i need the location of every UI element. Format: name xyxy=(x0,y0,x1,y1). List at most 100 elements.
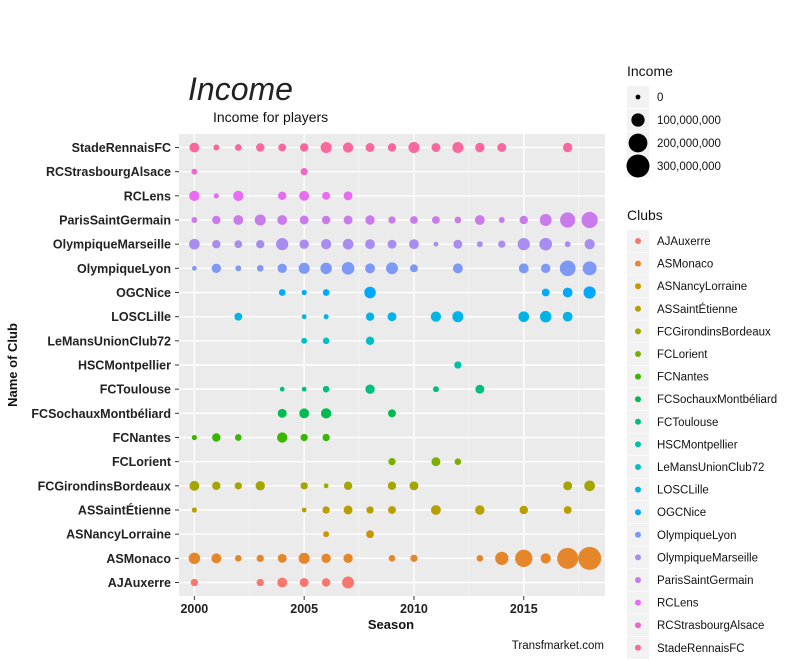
data-point xyxy=(323,531,330,538)
x-tick-label: 2015 xyxy=(510,602,538,616)
data-point xyxy=(539,214,552,226)
size-legend-label: 100,000,000 xyxy=(657,115,721,127)
color-legend-dot xyxy=(635,554,641,561)
color-legend-label: ParisSaintGermain xyxy=(657,575,754,587)
data-point xyxy=(366,506,374,514)
data-point xyxy=(515,549,533,567)
data-point xyxy=(452,311,464,323)
y-axis-title: Name of Club xyxy=(5,323,20,407)
data-point xyxy=(431,143,441,152)
color-legend-dot xyxy=(635,238,641,244)
color-legend-label: FCNantes xyxy=(657,372,709,384)
color-legend-label: FCGirondinsBordeaux xyxy=(657,326,771,338)
color-legend-label: FCToulouse xyxy=(657,417,718,429)
data-point xyxy=(452,141,464,154)
y-tick-label: OGCNice xyxy=(116,286,171,300)
color-legend-label: FCSochauxMontbéliard xyxy=(657,394,777,406)
size-legend-dot xyxy=(631,113,645,127)
data-point xyxy=(212,481,221,491)
data-point xyxy=(277,408,287,418)
data-point xyxy=(343,505,353,515)
color-legend-dot xyxy=(635,418,641,425)
data-point xyxy=(541,288,550,297)
data-point xyxy=(213,144,220,151)
data-points xyxy=(188,141,602,589)
data-point xyxy=(299,215,309,225)
data-point xyxy=(277,263,287,274)
y-tick-label: LOSCLille xyxy=(111,310,171,324)
data-point xyxy=(256,578,264,587)
color-legend-label: RCLens xyxy=(657,598,699,610)
y-tick-label: FCNantes xyxy=(113,431,171,445)
data-point xyxy=(300,482,308,490)
color-legend-dot xyxy=(635,622,641,629)
y-tick-label: LeMansUnionClub72 xyxy=(47,334,171,348)
color-legend-dot xyxy=(635,260,641,267)
color-legend: AJAuxerre ASMonaco ASNancyLorraine ASSaintÉ… xyxy=(627,230,777,659)
color-legend-dot xyxy=(635,644,641,651)
data-point xyxy=(298,552,310,564)
data-point xyxy=(432,386,439,393)
data-point xyxy=(498,217,505,223)
color-legend-dot xyxy=(635,441,641,448)
data-point xyxy=(188,552,201,565)
data-point xyxy=(256,265,264,272)
color-legend-label: StadeRennaisFC xyxy=(657,643,745,655)
chart-subtitle: Income for players xyxy=(213,109,328,125)
data-point xyxy=(191,507,197,513)
data-point xyxy=(211,263,222,274)
data-point xyxy=(320,408,332,419)
data-point xyxy=(322,337,330,345)
data-point xyxy=(476,241,483,248)
data-point xyxy=(518,311,530,323)
data-point xyxy=(410,264,418,273)
data-point xyxy=(320,262,332,275)
data-point xyxy=(189,238,200,250)
y-tick-label: HSCMontpellier xyxy=(78,359,171,373)
color-legend-label: ASSaintÉtienne xyxy=(657,303,738,316)
data-point xyxy=(234,240,243,249)
data-point xyxy=(212,239,221,249)
data-point xyxy=(343,481,353,491)
data-point xyxy=(498,240,506,248)
data-point xyxy=(582,261,597,276)
data-point xyxy=(365,143,375,152)
data-point xyxy=(233,190,244,201)
data-point xyxy=(343,215,353,225)
data-point xyxy=(189,190,200,201)
data-point xyxy=(191,434,197,441)
y-tick-label: ASNancyLorraine xyxy=(66,528,171,542)
data-point xyxy=(323,314,329,320)
data-point xyxy=(278,191,287,201)
data-point xyxy=(387,481,397,491)
color-legend-dot xyxy=(635,283,641,290)
color-legend-label: OGCNice xyxy=(657,507,706,519)
y-tick-label: ASMonaco xyxy=(106,552,171,566)
data-point xyxy=(342,142,354,153)
data-point xyxy=(431,216,440,224)
data-point xyxy=(234,144,242,151)
y-tick-label: OlympiqueMarseille xyxy=(53,238,171,252)
data-point xyxy=(584,239,595,250)
data-point xyxy=(365,336,375,346)
data-point xyxy=(279,386,285,392)
data-point xyxy=(191,217,198,223)
data-point xyxy=(430,505,441,515)
y-tick-label: FCGirondinsBordeaux xyxy=(38,479,171,493)
data-point xyxy=(278,289,286,296)
color-legend-label: LOSCLille xyxy=(657,485,709,497)
data-point xyxy=(578,546,602,570)
data-point xyxy=(276,238,289,251)
data-point xyxy=(454,216,462,224)
color-legend-label: ASNancyLorraine xyxy=(657,281,747,293)
data-point xyxy=(476,555,484,562)
chart-title: Income xyxy=(188,71,293,107)
size-legend: 0 100,000,000 200,000,000 300,000,000 xyxy=(626,86,721,178)
data-point xyxy=(256,143,265,152)
data-point xyxy=(365,263,375,274)
data-point xyxy=(563,506,572,514)
data-point xyxy=(539,237,553,251)
color-legend-label: OlympiqueLyon xyxy=(657,530,736,542)
data-point xyxy=(322,506,330,514)
data-point xyxy=(189,480,200,491)
